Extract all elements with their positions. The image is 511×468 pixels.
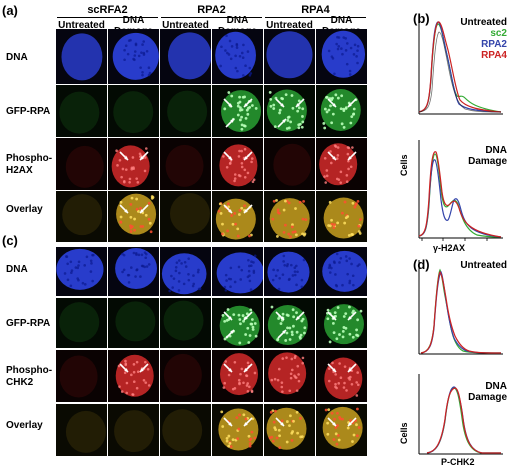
micrograph-tile (160, 404, 211, 456)
micrograph-tile (212, 29, 263, 84)
col-header-untreated: Untreated (58, 20, 105, 31)
micrograph-tile (212, 247, 263, 296)
micrograph-tile (212, 298, 263, 348)
group-header-rpa4: RPA4 (301, 4, 330, 16)
micrograph-tile (108, 404, 159, 456)
micrograph-tile (56, 350, 107, 402)
axis-label-cells: Cells (399, 154, 409, 176)
micrograph-tile (264, 191, 315, 242)
curve-rpa2 (420, 270, 502, 354)
micrograph-tile (264, 247, 315, 296)
micrograph-tile (212, 191, 263, 242)
group-underline (57, 17, 158, 18)
micrograph-tile (316, 138, 367, 190)
row-label-phospho-h2ax: Phospho- H2AX (6, 153, 53, 176)
micrograph-tile (108, 29, 159, 84)
group-underline (265, 17, 366, 18)
curve-rpa4 (418, 21, 502, 113)
upper-plot-label: Untreated (460, 260, 507, 271)
flow-histograms-b (418, 21, 503, 241)
curve-rpa4 (418, 151, 502, 238)
row-label-overlay: Overlay (6, 204, 43, 215)
micrograph-tile (108, 350, 159, 402)
row-label-dna: DNA (6, 52, 28, 63)
micrograph-tile (264, 350, 315, 402)
panel-d-label: (d) (413, 257, 430, 272)
micrograph-tile (316, 191, 367, 242)
lower-plot-label: DNA Damage (468, 381, 507, 403)
micrograph-tile (160, 350, 211, 402)
micrograph-tile (316, 350, 367, 402)
micrograph-tile (212, 404, 263, 456)
flow-histograms-d (418, 260, 503, 455)
micrograph-tile (160, 298, 211, 348)
micrograph-tile (316, 298, 367, 348)
row-label-dna: DNA (6, 264, 28, 275)
micrograph-tile (264, 404, 315, 456)
axis-label-gamma-h2ax: γ-H2AX (433, 243, 466, 253)
curve-sc2 (420, 268, 502, 354)
micrograph-tile (56, 29, 107, 84)
micrograph-tile (108, 191, 159, 242)
micrograph-tile (56, 138, 107, 190)
micrograph-tile (160, 85, 211, 137)
micrograph-tile (108, 85, 159, 137)
curve-untreated (418, 31, 502, 113)
row-label-phospho-chk2: Phospho- CHK2 (6, 365, 53, 388)
micrograph-tile (108, 138, 159, 190)
lower-plot-label: DNA Damage (468, 145, 507, 167)
group-header-rpa2: RPA2 (197, 4, 226, 16)
micrograph-tile (316, 404, 367, 456)
micrograph-tile (160, 138, 211, 190)
micrograph-tile (212, 138, 263, 190)
micrograph-tile (56, 404, 107, 456)
panel-c-label: (c) (2, 233, 18, 248)
axis-label-cells: Cells (399, 422, 409, 444)
legend-sc2: sc2 (490, 28, 507, 39)
legend-rpa2: RPA2 (481, 39, 507, 50)
micrograph-tile (316, 29, 367, 84)
micrograph-tile (160, 29, 211, 84)
group-underline (161, 17, 262, 18)
micrograph-tile (160, 191, 211, 242)
panel-b-label: (b) (413, 11, 430, 26)
curve-rpa4 (426, 387, 501, 454)
micrograph-tile (56, 191, 107, 242)
micrograph-tile (160, 247, 211, 296)
group-header-scrfa2: scRFA2 (87, 4, 128, 16)
micrograph-tile (108, 298, 159, 348)
micrograph-tile (316, 247, 367, 296)
micrograph-tile (212, 350, 263, 402)
micrograph-tile (56, 298, 107, 348)
row-label-overlay: Overlay (6, 420, 43, 431)
micrograph-tile (264, 29, 315, 84)
col-header-untreated: Untreated (162, 20, 209, 31)
legend-rpa4: RPA4 (481, 50, 507, 61)
micrograph-tile (56, 85, 107, 137)
row-label-gfp-rpa: GFP-RPA (6, 106, 51, 117)
panel-a-label: (a) (2, 3, 18, 18)
micrograph-tile (264, 298, 315, 348)
micrograph-tile (212, 85, 263, 137)
row-label-gfp-rpa: GFP-RPA (6, 318, 51, 329)
curve-rpa4 (420, 271, 502, 354)
micrograph-tile (56, 247, 107, 296)
micrograph-tile (316, 85, 367, 137)
legend-untreated: Untreated (460, 17, 507, 28)
micrograph-tile (264, 85, 315, 137)
micrograph-tile (108, 247, 159, 296)
micrograph-tile (264, 138, 315, 190)
col-header-untreated: Untreated (266, 20, 313, 31)
axis-label-p-chk2: P-CHK2 (441, 457, 475, 467)
legend: Untreated sc2 RPA2 RPA4 (445, 17, 507, 61)
